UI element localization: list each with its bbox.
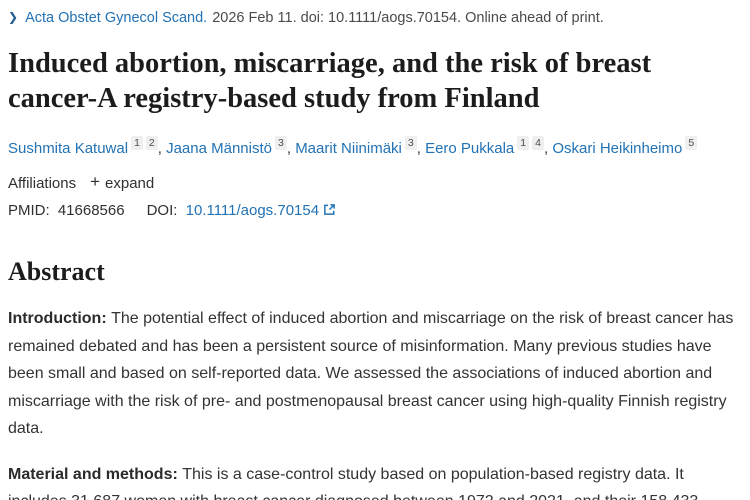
affiliation-sup-badge[interactable]: 1 [131,136,143,150]
affiliations-expand-button[interactable]: + expand [90,172,155,193]
doi-value: 10.1111/aogs.70154 [185,202,320,219]
author-link[interactable]: Sushmita Katuwal [8,140,129,157]
affiliation-sup-badge[interactable]: 4 [532,136,544,150]
author-item: Eero Pukkala 1 4 [425,136,544,157]
chevron-right-icon: ❯ [8,10,19,24]
affiliation-sup-badge[interactable]: 3 [275,136,287,150]
author-separator: , [416,140,426,157]
pmid-label: PMID: [8,202,50,219]
section-label: Introduction: [8,310,112,327]
author-item: Maarit Niinimäki 3 [295,136,417,157]
citation-bar: ❯ Acta Obstet Gynecol Scand. 2026 Feb 11… [8,8,740,28]
abstract-heading: Abstract [8,257,105,286]
expand-label: expand [105,174,155,192]
affiliation-sup-badge[interactable]: 5 [685,136,698,150]
section-text: The potential effect of induced abortion… [8,310,734,437]
author-item: Oskari Heikinheimo 5 [552,136,698,157]
section-text: This is a case-control study based on po… [8,465,698,500]
author-link[interactable]: Jaana Männistö [166,140,272,157]
author-link[interactable]: Maarit Niinimäki [295,140,402,157]
authors-list: Sushmita Katuwal 1 2, Jaana Männistö 3, Maa… [8,136,740,160]
author-item: Jaana Männistö 3 [166,136,287,157]
author-item: Sushmita Katuwal 1 2 [8,136,158,157]
section-label: Material and methods: [8,465,183,483]
identifiers-row: PMID: 41668566 DOI: 10.1111/aogs.70154 [8,202,740,219]
author-link[interactable]: Oskari Heikinheimo [552,140,683,157]
affiliation-sup-badge[interactable]: 2 [145,136,158,150]
affiliations-row: Affiliations + expand [8,172,740,193]
abstract-section-introduction: Introduction: The potential effect of in… [8,305,740,443]
doi-group: DOI: 10.1111/aogs.70154 [147,202,336,219]
author-separator: , [157,140,167,157]
journal-dropdown-link[interactable]: Acta Obstet Gynecol Scand. [25,10,208,26]
affiliation-sup-badge[interactable]: 1 [517,136,530,150]
plus-icon: + [90,172,101,191]
pmid-group: PMID: 41668566 [8,202,125,219]
doi-label: DOI: [146,202,178,219]
author-separator: , [286,140,296,157]
affiliation-sup-badge[interactable]: 3 [404,136,417,150]
article-title: Induced abortion, miscarriage, and the r… [8,48,652,114]
pmid-value: 41668566 [57,202,125,219]
abstract-section-methods: Material and methods: This is a case-con… [8,461,740,500]
author-link[interactable]: Eero Pukkala [425,140,515,157]
external-link-icon [323,203,336,220]
author-separator: , [543,140,553,157]
affiliations-label: Affiliations [8,174,77,192]
doi-link[interactable]: 10.1111/aogs.70154 [186,202,336,219]
citation-text: 2026 Feb 11. doi: 10.1111/aogs.70154. On… [212,10,604,26]
